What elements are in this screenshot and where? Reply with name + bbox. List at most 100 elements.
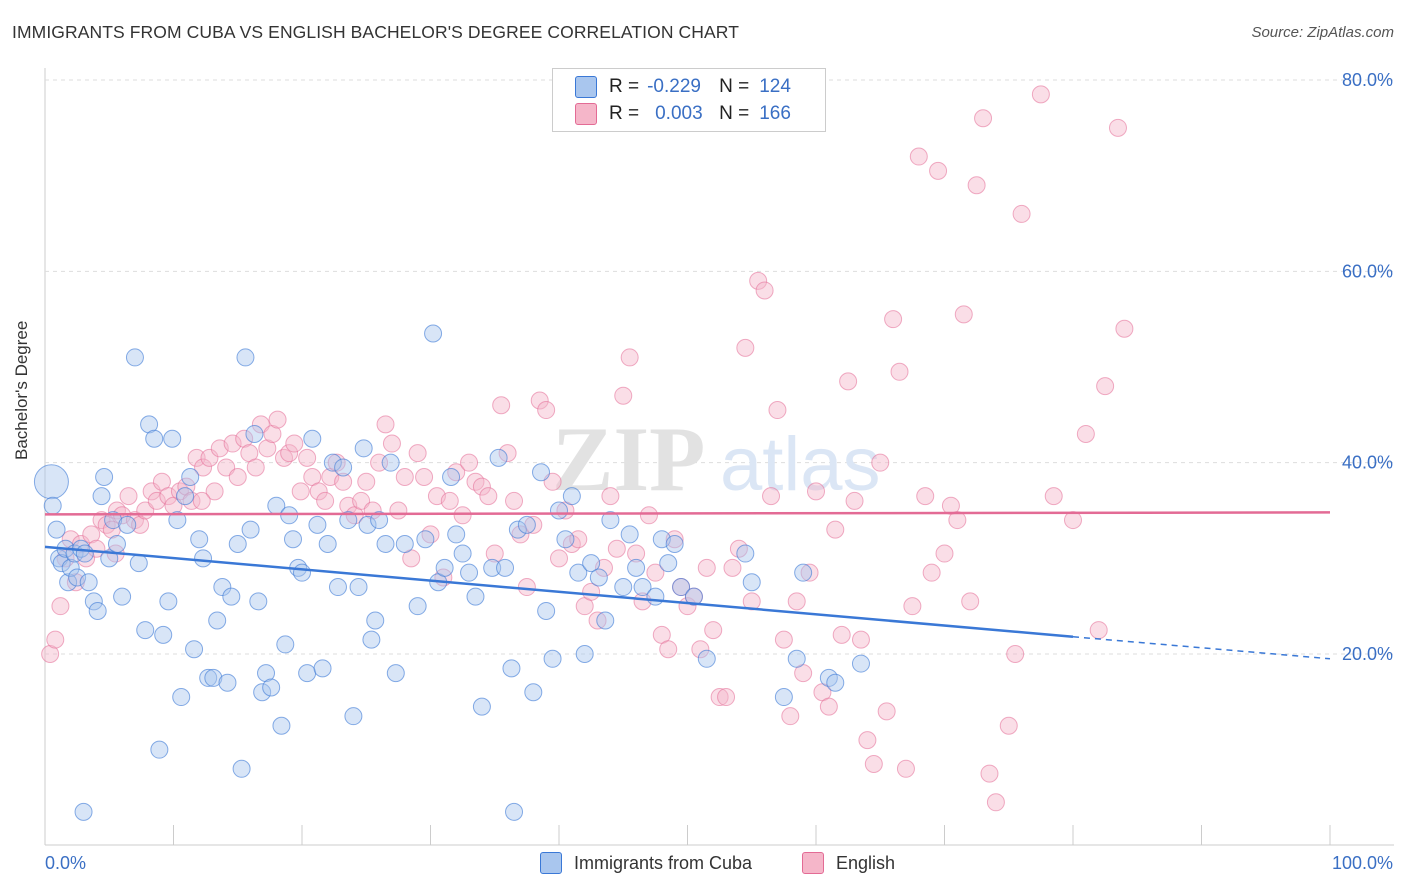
legend-r-label: R = <box>609 76 640 97</box>
legend-n-label: N = <box>719 103 750 124</box>
data-point-english <box>1012 204 1031 223</box>
data-point-english <box>819 697 838 716</box>
data-point-english <box>334 472 353 491</box>
x-axis-ticks <box>44 825 1331 845</box>
data-point-cuba <box>524 683 543 702</box>
data-point-english <box>376 415 395 434</box>
data-point-english <box>1089 621 1108 640</box>
data-point-cuba <box>249 592 268 611</box>
x-tick-label: 100.0% <box>1332 853 1393 873</box>
data-point-cuba <box>489 448 508 467</box>
data-point-english <box>352 491 371 510</box>
data-point-english <box>896 759 915 778</box>
data-point-english <box>1096 377 1115 396</box>
data-point-english <box>421 525 440 544</box>
data-point-english <box>194 458 213 477</box>
data-point-english <box>511 525 530 544</box>
data-point-cuba <box>774 688 793 707</box>
trend-line-english <box>44 511 1331 516</box>
data-point-english <box>268 410 287 429</box>
data-point-cuba <box>52 554 71 573</box>
data-point-cuba <box>272 716 291 735</box>
data-point-cuba <box>472 697 491 716</box>
data-point-english <box>492 396 511 415</box>
data-point-cuba <box>517 515 536 534</box>
series-cuba-points <box>33 324 870 821</box>
data-point-cuba <box>386 664 405 683</box>
data-point-cuba <box>665 534 684 553</box>
data-point-cuba <box>140 415 159 434</box>
data-point-cuba <box>318 534 337 553</box>
data-point-english <box>665 530 684 549</box>
data-point-english <box>627 544 646 563</box>
legend-r-value: -0.229 <box>647 76 701 97</box>
data-point-english <box>845 491 864 510</box>
data-point-cuba <box>125 348 144 367</box>
data-point-english <box>1006 645 1025 663</box>
data-point-cuba <box>537 601 556 620</box>
data-point-english <box>537 401 556 420</box>
data-point-cuba <box>213 578 232 597</box>
data-point-english <box>877 702 896 721</box>
data-point-cuba <box>118 515 137 534</box>
data-point-cuba <box>569 563 588 582</box>
data-point-cuba <box>280 506 299 525</box>
data-point-cuba <box>344 707 363 726</box>
data-point-cuba <box>496 558 515 577</box>
data-point-cuba <box>276 635 295 654</box>
data-point-cuba <box>742 573 761 592</box>
data-point-english <box>119 487 138 506</box>
data-point-cuba <box>339 511 358 530</box>
data-point-english <box>235 429 254 448</box>
data-point-english <box>787 592 806 611</box>
legend-n-label: N = <box>719 76 750 97</box>
y-tick-label: 40.0% <box>1342 453 1393 473</box>
data-point-english <box>258 439 277 458</box>
data-point-cuba <box>159 592 178 611</box>
legend-swatch-cuba <box>575 76 597 98</box>
data-point-cuba <box>550 501 568 520</box>
data-point-english <box>999 716 1018 735</box>
data-point-cuba <box>293 563 311 582</box>
y-tick-label: 80.0% <box>1342 70 1393 90</box>
data-point-cuba <box>442 468 461 487</box>
data-point-english <box>131 515 150 534</box>
data-point-cuba <box>502 659 521 678</box>
data-point-cuba <box>236 348 255 367</box>
data-point-cuba <box>381 453 400 472</box>
data-point-cuba <box>74 802 93 821</box>
data-point-english <box>46 630 65 649</box>
data-point-english <box>749 271 768 290</box>
data-point-cuba <box>95 468 114 487</box>
data-point-english <box>871 453 890 472</box>
legend-n-value: 124 <box>759 76 791 97</box>
data-point-cuba <box>298 664 317 683</box>
data-point-cuba <box>370 511 389 530</box>
data-point-english <box>460 453 479 472</box>
data-point-cuba <box>88 601 107 620</box>
data-point-english <box>280 444 299 463</box>
data-point-english <box>187 448 206 467</box>
data-point-english <box>646 563 665 582</box>
source-label: Source: ZipAtlas.com <box>1251 24 1394 41</box>
data-point-cuba <box>556 530 575 549</box>
data-point-english <box>41 645 60 663</box>
data-point-english <box>691 640 710 659</box>
y-tick-label: 20.0% <box>1342 644 1393 664</box>
data-point-english <box>1031 85 1050 104</box>
data-point-english <box>884 310 903 329</box>
trend-line-cuba-extension <box>1072 636 1331 660</box>
data-point-cuba <box>241 520 260 539</box>
data-point-english <box>147 491 166 510</box>
data-point-english <box>192 491 211 510</box>
data-point-cuba <box>424 324 443 343</box>
data-point-english <box>588 611 607 630</box>
data-point-english <box>974 109 993 128</box>
data-point-english <box>82 525 101 544</box>
data-point-english <box>723 558 742 577</box>
data-point-english <box>263 424 282 443</box>
data-point-cuba <box>257 664 276 683</box>
data-point-cuba <box>232 759 251 778</box>
data-point-english <box>890 362 909 381</box>
